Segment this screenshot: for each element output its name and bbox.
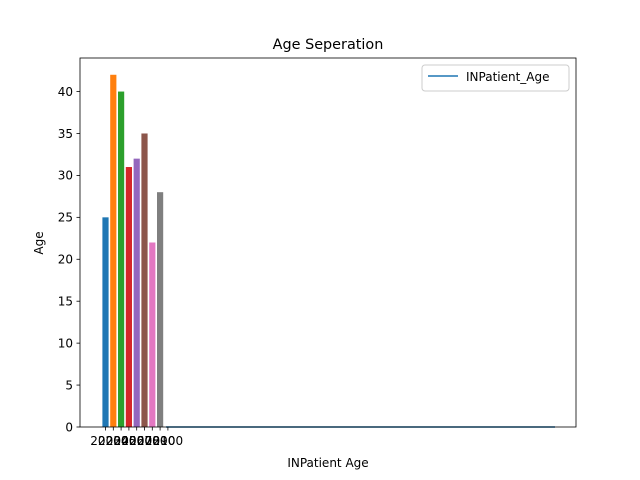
y-tick-label-0: 0 [65,420,73,434]
y-tick-label-20: 20 [58,253,73,267]
x-tick-label-2030: 2030 [98,434,129,448]
bar-2080 [149,242,156,427]
y-axis-label: Age [32,231,46,254]
bar-2060 [133,158,140,427]
x-axis-label: INPatient Age [287,456,368,470]
y-tick-label-25: 25 [58,211,73,225]
plot-frame [79,57,577,428]
y-tick-label-15: 15 [58,295,73,309]
legend-label: INPatient_Age [466,70,550,84]
y-tick-label-40: 40 [58,85,73,99]
x-tick-label-2020: 2020 [90,434,121,448]
bar-2070 [141,133,148,428]
bar-2040 [118,91,125,428]
x-tick-label-2050: 2050 [114,434,145,448]
x-tick-label-2040: 2040 [106,434,137,448]
x-tick-label-2100: 2100 [153,434,184,448]
x-tick-label-2070: 2070 [129,434,160,448]
chart-title: Age Seperation [273,37,384,53]
bar-2020 [102,217,109,427]
x-tick-label-2080: 2080 [137,434,168,448]
y-tick-label-5: 5 [65,378,73,392]
legend-box [421,64,570,92]
y-tick-label-10: 10 [58,336,73,350]
x-tick-label-2060: 2060 [121,434,152,448]
legend: INPatient_Age [421,64,570,92]
bars-group [102,74,164,428]
y-tick-label-35: 35 [58,127,73,141]
y-axis: 0 5 10 15 20 25 30 35 40 [58,85,80,434]
bar-2090 [157,192,164,427]
x-tick-label-2090: 2090 [145,434,176,448]
bar-2030 [110,74,117,428]
y-tick-label-30: 30 [58,169,73,183]
bar-2050 [125,167,132,427]
